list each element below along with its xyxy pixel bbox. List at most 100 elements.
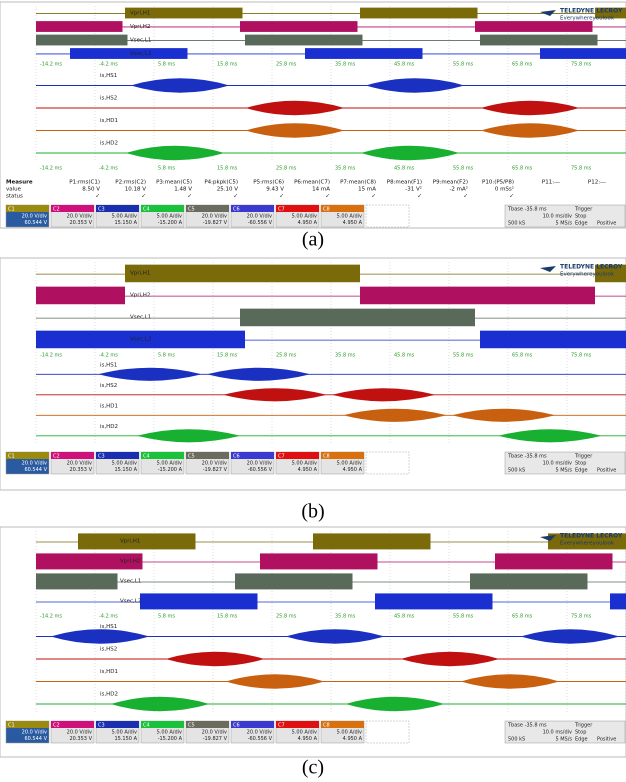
time-label: 55.8 ms [453,353,474,359]
channel-scale: 5.00 A/div [112,730,137,736]
channel-scale: 5.00 A/div [292,214,317,220]
channel-scale: 20.0 V/div [67,214,92,220]
channel-offset: 4.950 A [343,220,363,226]
time-label: 45.8 ms [394,614,415,620]
trace-label: is,HS2 [100,383,117,389]
square-wave-block [260,553,378,569]
time-label: 15.8 ms [217,614,238,620]
timebase-text: 10.0 ms/div [543,461,572,467]
channel-offset: 4.950 A [298,736,318,742]
time-label: 25.8 ms [276,62,297,68]
channel-scale: 20.0 V/div [67,461,92,467]
channel-offset: 60.544 V [24,467,47,473]
trace-label: Vpri,H2 [130,293,150,299]
square-wave-block [36,21,123,32]
trace-label: is,HD2 [100,140,118,146]
channel-tag: C5 [188,453,195,459]
measure-cell: value [6,187,22,193]
measure-cell: ✓ [325,194,330,200]
channel-tag: C5 [188,722,195,728]
channel-tag: C5 [188,206,195,212]
channel-offset: -60.556 V [248,467,273,473]
time-label: 55.8 ms [453,614,474,620]
time-label: 75.8 ms [571,62,592,68]
channel-tag: C7 [278,206,285,212]
panel-label: (a) [302,229,324,251]
trace-label: is,HD1 [100,404,118,410]
timebase-text: Trigger [574,454,593,460]
timebase-text: Trigger [574,207,593,213]
channel-scale: 20.0 V/div [202,730,227,736]
timebase-text: Stop [575,214,586,220]
channel-offset: -15.200 A [158,220,183,226]
time-label: 35.8 ms [335,614,356,620]
time-label: -14.2 ms [40,614,62,620]
timebase-text: 10.0 ms/div [543,214,572,220]
square-wave-block [70,48,188,59]
time-label: 55.8 ms [453,166,474,172]
measure-cell: 8.50 V [82,187,100,193]
brand: TELEDYNE LECROY [560,533,623,540]
square-wave-block [470,573,588,589]
trace-label: Vsec,L1 [130,315,151,321]
time-label: -4.2 ms [99,166,118,172]
square-wave-block [235,573,353,589]
time-label: 75.8 ms [571,353,592,359]
measure-cell: P6:mean(C7) [294,180,330,186]
square-wave-block [360,287,595,305]
time-label: -4.2 ms [99,62,118,68]
channel-offset: 4.950 A [343,467,363,473]
channel-scale: 5.00 A/div [112,214,137,220]
channel-tag: C1 [8,722,15,728]
channel-scale: 20.0 V/div [202,214,227,220]
square-wave-block [36,35,128,46]
square-wave-block [245,35,363,46]
channel-scale: 5.00 A/div [157,214,182,220]
measure-cell: ✓ [463,194,468,200]
measure-cell: ✓ [417,194,422,200]
channel-offset: 60.544 V [24,736,47,742]
channel-tag: C3 [98,722,105,728]
timebase-text: Positive [597,221,616,227]
trace-label: is,HS1 [100,363,117,369]
channel-offset: 15.150 A [114,467,137,473]
time-label: 5.8 ms [158,614,175,620]
channel-offset: 15.150 A [114,220,137,226]
time-label: -4.2 ms [99,614,118,620]
channel-offset: 60.544 V [24,220,47,226]
time-label: 25.8 ms [276,614,297,620]
channel-offset: 4.950 A [298,220,318,226]
channel-tag: C3 [98,206,105,212]
channel-tag: C6 [233,722,240,728]
time-label: 65.8 ms [512,166,533,172]
trace-label: Vpri,H1 [130,271,150,277]
time-label: 25.8 ms [276,353,297,359]
time-label: 35.8 ms [335,353,356,359]
time-label: 5.8 ms [158,62,175,68]
timebase-text: Tbase -35.8 ms [507,723,547,729]
channel-tag: C6 [233,206,240,212]
time-label: -14.2 ms [40,62,62,68]
measure-cell: 0 mSs² [495,186,514,193]
time-label: 65.8 ms [512,353,533,359]
channel-tag: C8 [323,453,330,459]
measure-cell: 10.18 V [125,187,146,193]
measure-cell: ✓ [279,194,284,200]
channel-scale: 20.0 V/div [22,730,47,736]
channel-scale: 20.0 V/div [247,730,272,736]
channel-scale: 20.0 V/div [202,461,227,467]
trace-label: Vpri,H2 [130,24,150,30]
channel-offset: -60.556 V [248,220,273,226]
timebase-text: 500 kS [508,468,525,474]
trace-label: is,HS2 [100,646,117,652]
measure-cell: 14 mA [312,187,330,193]
square-wave-block [305,48,423,59]
square-wave-block [36,287,125,305]
channel-scale: 20.0 V/div [247,461,272,467]
trace-label: Vsec,L2 [120,599,141,605]
square-wave-block [360,8,478,19]
channel-tag: C2 [53,206,60,212]
channel-tag: C8 [323,206,330,212]
